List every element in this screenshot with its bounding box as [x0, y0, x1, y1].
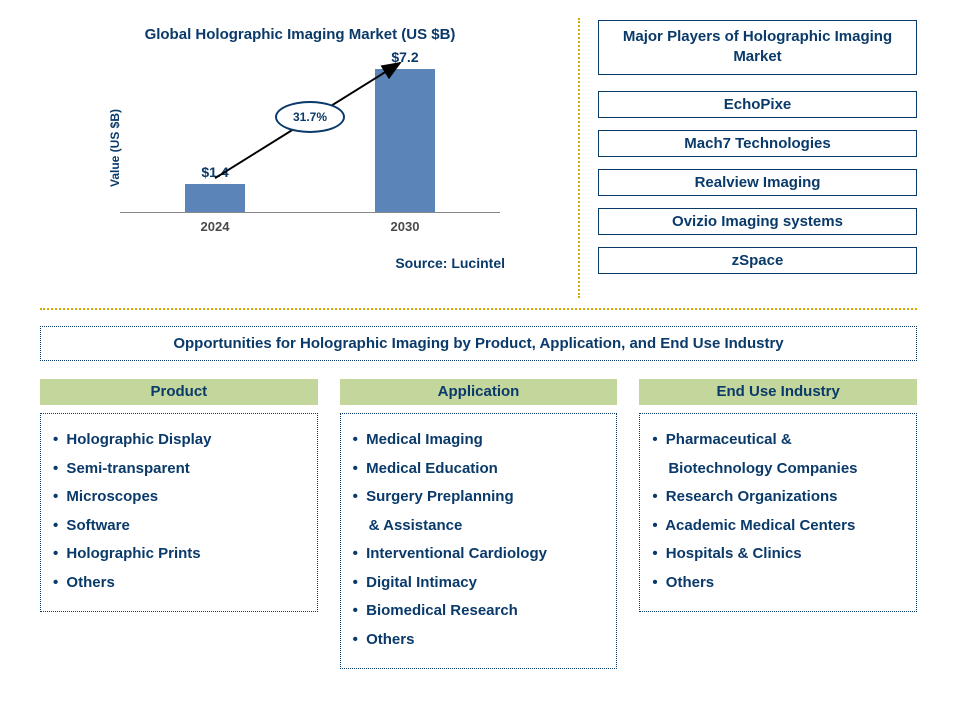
- bullet-icon: •: [353, 460, 358, 477]
- column-item: • Semi-transparent: [53, 455, 307, 484]
- column-item: • Others: [53, 569, 307, 598]
- player-item: Realview Imaging: [598, 169, 917, 196]
- column-item-text: Holographic Display: [62, 431, 211, 448]
- bullet-icon: •: [652, 545, 657, 562]
- column-item-text: Research Organizations: [662, 488, 838, 505]
- player-item: Ovizio Imaging systems: [598, 208, 917, 235]
- bullet-icon: •: [353, 488, 358, 505]
- column-item: • Others: [353, 626, 607, 655]
- bullet-icon: •: [353, 602, 358, 619]
- column-item: • Biomedical Research: [353, 597, 607, 626]
- opportunities-title: Opportunities for Holographic Imaging by…: [40, 326, 917, 361]
- column-item-text: Biotechnology Companies: [668, 460, 857, 477]
- bullet-icon: •: [53, 517, 58, 534]
- column-item: • Holographic Display: [53, 426, 307, 455]
- column-item-text: Interventional Cardiology: [362, 545, 547, 562]
- column-item: • Medical Education: [353, 455, 607, 484]
- column-body: • Medical Imaging• Medical Education• Su…: [340, 413, 618, 669]
- column-item: • Pharmaceutical &: [652, 426, 906, 455]
- bullet-icon: •: [652, 574, 657, 591]
- chart-source: Source: Lucintel: [40, 255, 560, 271]
- column-item-text: & Assistance: [369, 517, 463, 534]
- opportunity-column: Product• Holographic Display• Semi-trans…: [40, 379, 318, 669]
- top-region: Global Holographic Imaging Market (US $B…: [40, 18, 917, 298]
- player-item: EchoPixe: [598, 91, 917, 118]
- column-item: • Interventional Cardiology: [353, 540, 607, 569]
- bullet-icon: •: [353, 545, 358, 562]
- x-tick-label: 2030: [375, 219, 436, 234]
- horizontal-divider: [40, 308, 917, 310]
- column-item: • Research Organizations: [652, 483, 906, 512]
- column-item-text: Hospitals & Clinics: [662, 545, 802, 562]
- column-header: End Use Industry: [639, 379, 917, 405]
- column-item-text: Others: [62, 574, 115, 591]
- column-item-text: Others: [662, 574, 715, 591]
- column-item-text: Surgery Preplanning: [362, 488, 514, 505]
- opportunity-column: Application• Medical Imaging• Medical Ed…: [340, 379, 618, 669]
- x-tick-label: 2024: [185, 219, 246, 234]
- column-item-text: Holographic Prints: [62, 545, 200, 562]
- column-item: • Digital Intimacy: [353, 569, 607, 598]
- column-item-text: Medical Imaging: [362, 431, 483, 448]
- vertical-divider: [578, 18, 580, 298]
- chart-panel: Global Holographic Imaging Market (US $B…: [40, 18, 560, 298]
- bullet-icon: •: [53, 545, 58, 562]
- bullet-icon: •: [652, 431, 657, 448]
- chart-box: Value (US $B) $1.42024$7.2203031.7%: [110, 53, 530, 243]
- column-item: • Surgery Preplanning: [353, 483, 607, 512]
- bullet-icon: •: [53, 574, 58, 591]
- column-item-text: Microscopes: [62, 488, 158, 505]
- column-item: • Hospitals & Clinics: [652, 540, 906, 569]
- player-item: zSpace: [598, 247, 917, 274]
- column-item: • Medical Imaging: [353, 426, 607, 455]
- bullet-icon: •: [353, 631, 358, 648]
- column-item-text: Semi-transparent: [62, 460, 190, 477]
- bullet-icon: •: [652, 488, 657, 505]
- bullet-icon: •: [353, 431, 358, 448]
- players-list: EchoPixe Mach7 Technologies Realview Imagi…: [598, 91, 917, 274]
- bullet-icon: •: [652, 517, 657, 534]
- opportunity-column: End Use Industry • Pharmaceutical & Biote…: [639, 379, 917, 669]
- players-title: Major Players of Holographic Imaging Mar…: [598, 20, 917, 75]
- column-item-text: Digital Intimacy: [362, 574, 477, 591]
- column-item: • Holographic Prints: [53, 540, 307, 569]
- player-item: Mach7 Technologies: [598, 130, 917, 157]
- column-item-text: Others: [362, 631, 415, 648]
- bullet-icon: •: [53, 488, 58, 505]
- chart-plot: $1.42024$7.2203031.7%: [120, 53, 500, 213]
- column-item: • Academic Medical Centers: [652, 512, 906, 541]
- column-item-text: Biomedical Research: [362, 602, 518, 619]
- column-item: • Software: [53, 512, 307, 541]
- column-item-text: Academic Medical Centers: [662, 517, 856, 534]
- column-header: Application: [340, 379, 618, 405]
- bullet-icon: •: [353, 574, 358, 591]
- column-item-text: Pharmaceutical &: [662, 431, 792, 448]
- column-body: • Holographic Display• Semi-transparent•…: [40, 413, 318, 612]
- column-body: • Pharmaceutical & Biotechnology Compani…: [639, 413, 917, 612]
- opportunity-columns: Product• Holographic Display• Semi-trans…: [40, 379, 917, 669]
- growth-rate-label: 31.7%: [275, 101, 345, 133]
- column-item-text: Software: [62, 517, 130, 534]
- bullet-icon: •: [53, 431, 58, 448]
- column-item: • Microscopes: [53, 483, 307, 512]
- column-item: • Others: [652, 569, 906, 598]
- chart-title: Global Holographic Imaging Market (US $B…: [40, 26, 560, 43]
- column-item: & Assistance: [353, 512, 607, 541]
- players-panel: Major Players of Holographic Imaging Mar…: [598, 18, 917, 298]
- column-item: Biotechnology Companies: [652, 455, 906, 484]
- column-header: Product: [40, 379, 318, 405]
- column-item-text: Medical Education: [362, 460, 498, 477]
- bullet-icon: •: [53, 460, 58, 477]
